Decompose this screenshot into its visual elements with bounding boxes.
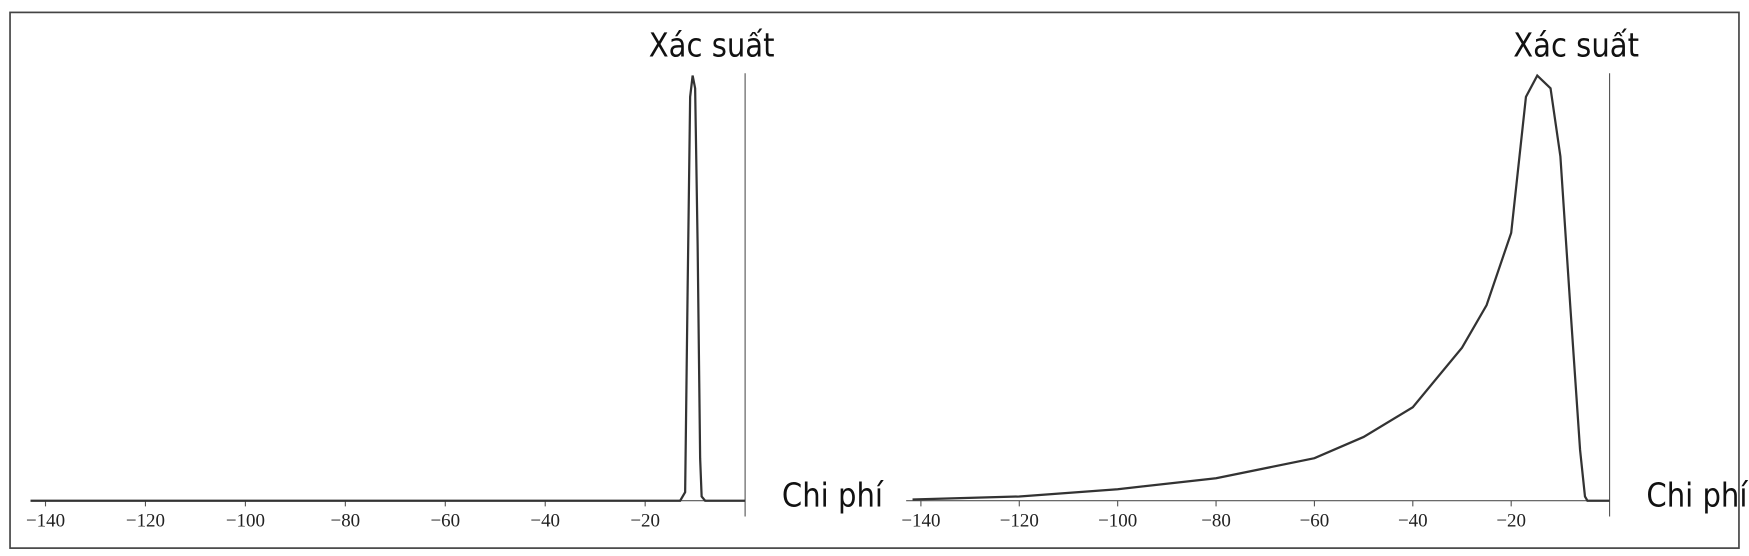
x-axis-label: Chi phí [782,476,884,514]
x-tick-label: −20 [1496,511,1526,532]
x-axis-label: Chi phí [1646,476,1748,514]
x-tick-label: −40 [530,511,560,532]
x-tick-label: −100 [226,511,265,532]
x-tick-label: −100 [1098,511,1137,532]
x-tick-label: −80 [1201,511,1231,532]
x-tick-label: −120 [126,511,165,532]
x-tick-label: −60 [1300,511,1330,532]
y-axis-label: Xác suất [649,26,775,64]
x-tick-label: −140 [901,511,940,532]
x-tick-label: −40 [1398,511,1428,532]
y-axis-label: Xác suất [1513,26,1639,64]
x-tick-label: −60 [430,511,460,532]
x-tick-label: −120 [1000,511,1039,532]
x-tick-label: −20 [630,511,660,532]
frame [9,11,1740,549]
curve [912,73,1610,502]
x-tick-label: −140 [26,511,65,532]
curve [30,75,746,502]
x-tick-label: −80 [331,511,361,532]
